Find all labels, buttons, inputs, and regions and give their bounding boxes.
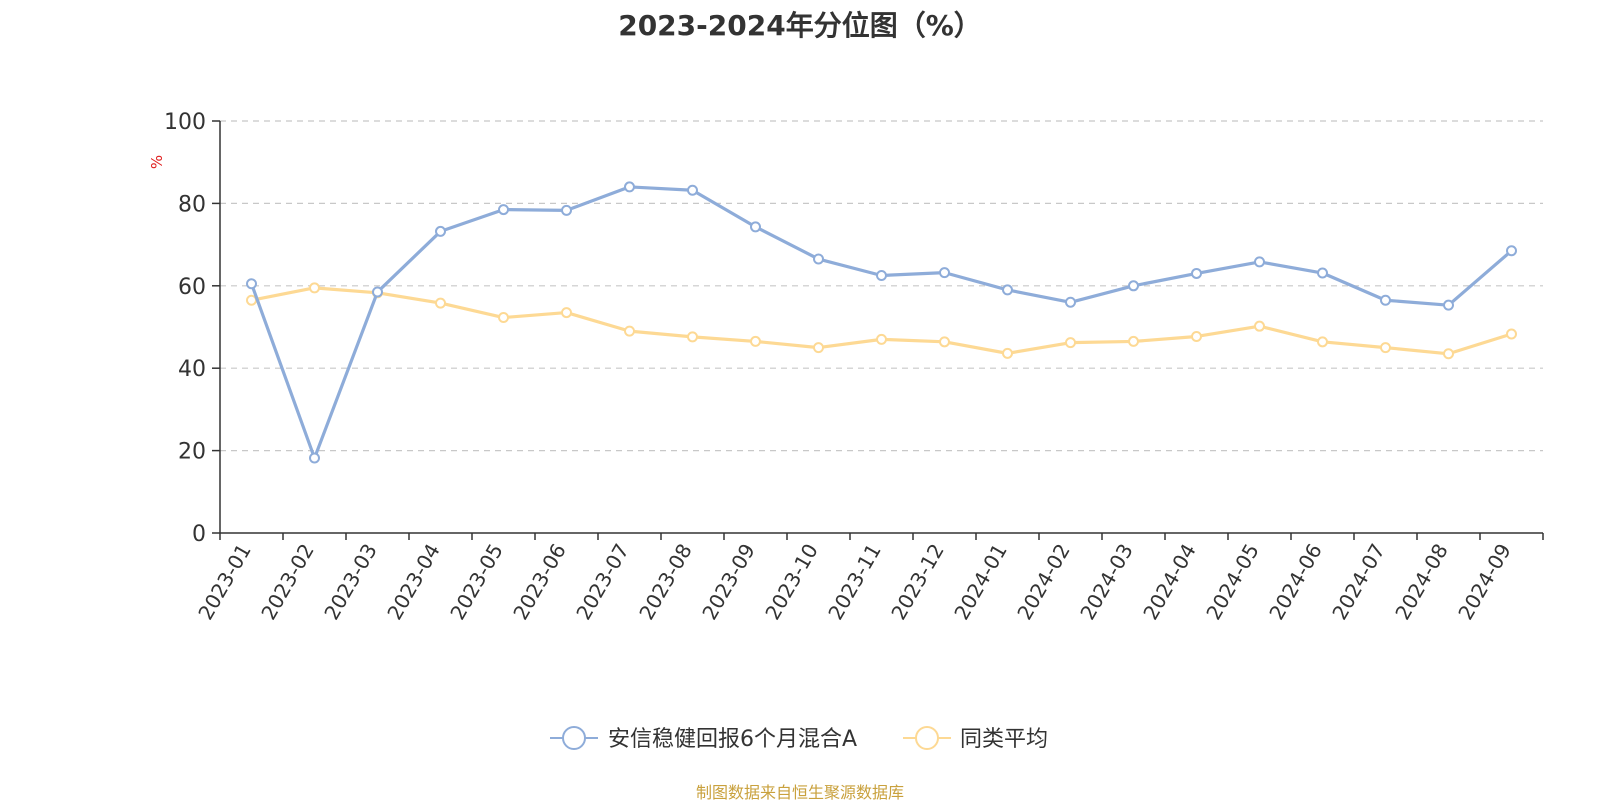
data-point: [498, 204, 509, 216]
data-point: [1380, 342, 1391, 354]
data-point: [435, 225, 446, 237]
data-point: [939, 336, 950, 348]
x-tick-label: 2023-05: [445, 540, 508, 624]
x-tick-label: 2024-06: [1264, 540, 1327, 624]
legend-item[interactable]: 安信稳健回报6个月混合A: [550, 726, 857, 752]
data-point: [624, 325, 635, 337]
y-tick-label: 40: [178, 357, 206, 382]
x-tick-label: 2024-04: [1138, 540, 1201, 624]
legend-label: 同类平均: [960, 727, 1048, 752]
x-tick-label: 2023-12: [886, 540, 949, 624]
x-tick-label: 2023-01: [193, 540, 256, 624]
legend-label: 安信稳健回报6个月混合A: [608, 727, 857, 752]
x-tick-label: 2023-11: [823, 540, 886, 624]
x-tick-label: 2023-08: [634, 540, 697, 624]
x-tick-label: 2023-06: [508, 540, 571, 624]
x-tick-label: 2023-02: [256, 540, 319, 624]
data-source-note: 制图数据来自恒生聚源数据库: [695, 783, 904, 802]
data-point: [1191, 267, 1202, 279]
x-tick-label: 2023-04: [382, 540, 445, 624]
y-tick-label: 0: [192, 522, 206, 547]
x-tick-label: 2024-02: [1012, 540, 1075, 624]
y-tick-label: 60: [178, 275, 206, 300]
legend[interactable]: 安信稳健回报6个月混合A 同类平均: [550, 726, 1048, 752]
x-tick-label: 2024-01: [949, 540, 1012, 624]
data-point: [687, 331, 698, 343]
data-point: [750, 221, 761, 233]
data-point: [372, 286, 383, 298]
data-point: [561, 204, 572, 216]
data-point: [309, 282, 320, 294]
x-tick-label: 2024-09: [1453, 540, 1516, 624]
data-point: [876, 270, 887, 281]
series-lines: [246, 181, 1517, 464]
y-tick-label: 20: [178, 440, 206, 465]
data-point: [1317, 336, 1328, 348]
y-axis-ticks: 0 20 40 60 80 100: [164, 110, 220, 547]
data-point: [1317, 267, 1328, 279]
data-point: [561, 307, 572, 319]
x-axis-ticks: 2023-01 2023-02 2023-03 2023-04 2023-05 2023-…: [193, 533, 1544, 624]
chart-title: 2023-2024年分位图（%）: [618, 9, 982, 42]
data-point: [1128, 280, 1139, 292]
x-tick-label: 2023-03: [319, 540, 382, 624]
data-point: [1254, 256, 1265, 268]
x-tick-label: 2023-09: [697, 540, 760, 624]
legend-marker: [562, 726, 586, 750]
data-point: [1506, 245, 1517, 257]
series-group: [246, 181, 1517, 464]
data-point: [435, 297, 446, 309]
data-point: [1191, 330, 1202, 342]
data-point: [1065, 337, 1076, 349]
data-point: [939, 267, 950, 279]
data-point: [813, 342, 824, 354]
data-point: [624, 181, 635, 193]
data-point: [1380, 294, 1391, 306]
data-point: [1254, 320, 1265, 332]
y-tick-label: 80: [178, 192, 206, 217]
data-point: [1002, 347, 1013, 359]
x-tick-label: 2023-10: [760, 540, 823, 624]
legend-item[interactable]: 同类平均: [903, 726, 1048, 752]
axes: [219, 121, 1543, 534]
data-point: [1065, 296, 1076, 308]
x-tick-label: 2024-05: [1201, 540, 1264, 624]
data-point: [1443, 348, 1454, 360]
x-tick-label: 2024-03: [1075, 540, 1138, 624]
data-point: [1128, 335, 1139, 347]
data-point: [1506, 328, 1517, 340]
x-tick-label: 2024-08: [1390, 540, 1453, 624]
grid-lines: [220, 120, 1543, 452]
y-tick-label: 100: [164, 110, 206, 135]
data-point: [498, 312, 509, 324]
data-point: [750, 335, 761, 347]
x-tick-label: 2024-07: [1327, 540, 1390, 624]
data-point: [1443, 299, 1454, 311]
data-point: [309, 452, 320, 464]
data-point: [813, 253, 824, 265]
y-axis-unit: %: [148, 155, 166, 169]
series-group: [246, 282, 1517, 360]
data-point: [1002, 284, 1013, 296]
data-point: [246, 278, 257, 290]
x-tick-label: 2023-07: [571, 540, 634, 624]
data-point: [876, 333, 887, 345]
legend-marker: [915, 726, 939, 750]
data-point: [687, 184, 698, 196]
